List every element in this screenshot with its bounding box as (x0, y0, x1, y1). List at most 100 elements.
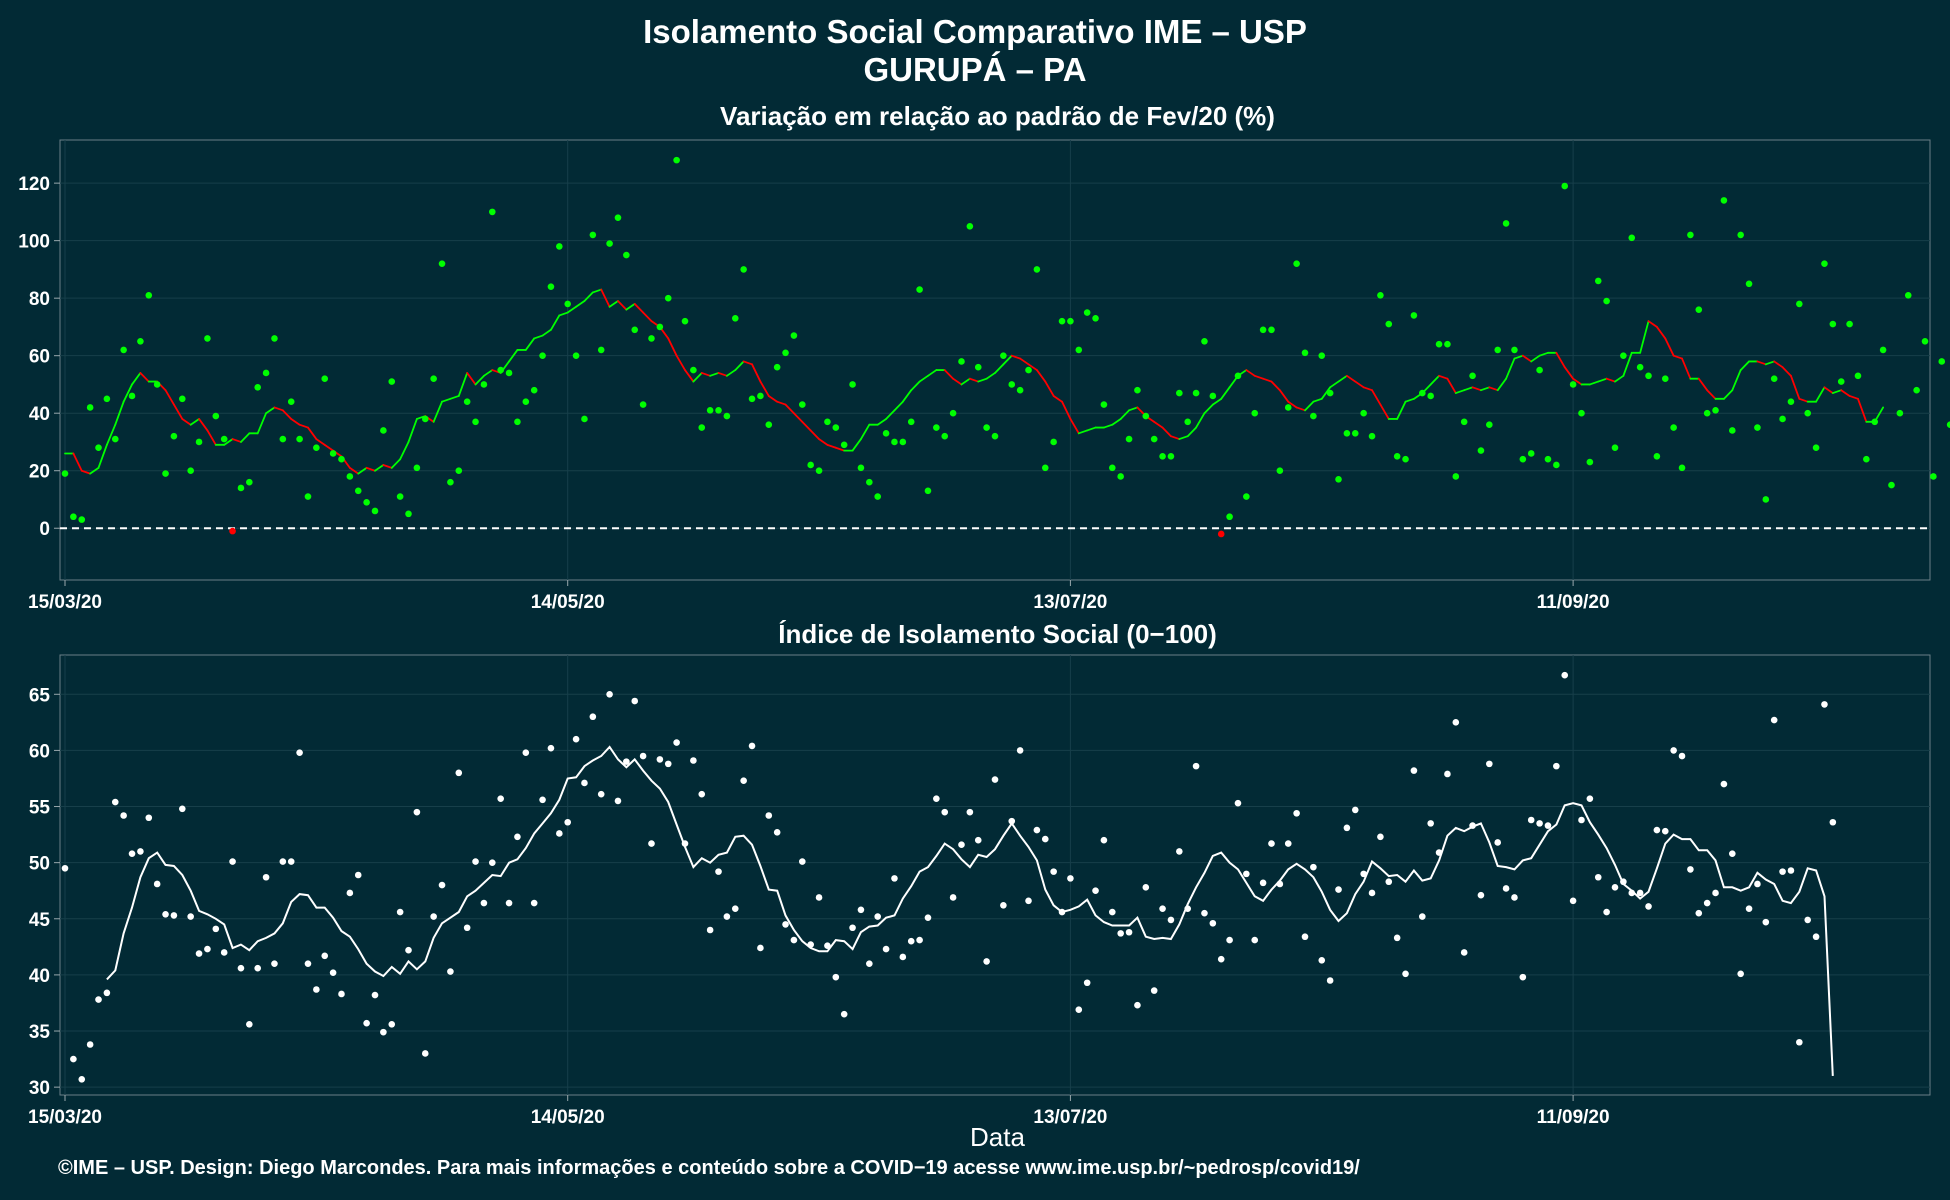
daily-point (1201, 338, 1208, 345)
daily-point (1167, 916, 1175, 924)
daily-point (1033, 266, 1041, 273)
daily-point (1511, 346, 1518, 354)
daily-point (941, 432, 949, 440)
daily-point (790, 332, 798, 339)
daily-point (447, 478, 454, 486)
daily-point (1477, 447, 1485, 454)
moving-average-segment (1345, 374, 1357, 383)
moving-average-segment (977, 377, 988, 383)
daily-point (815, 894, 823, 901)
daily-point (329, 969, 337, 976)
moving-average-segment (399, 441, 410, 461)
daily-point (899, 438, 907, 446)
moving-average-segment (566, 305, 577, 314)
daily-point (162, 470, 169, 477)
daily-point (1310, 863, 1317, 871)
daily-point (254, 384, 262, 391)
daily-point (1494, 839, 1502, 846)
daily-point (1360, 409, 1367, 417)
daily-point (1108, 908, 1116, 916)
moving-average-segment (1211, 397, 1223, 406)
daily-point (1418, 389, 1426, 397)
daily-point (907, 937, 915, 945)
daily-point (1737, 970, 1744, 978)
daily-point (363, 1019, 370, 1027)
daily-point (1243, 493, 1250, 500)
moving-average-segment (1077, 429, 1089, 435)
daily-point (271, 335, 278, 342)
daily-point (757, 944, 764, 952)
daily-point (472, 858, 479, 865)
moving-average-segment (1354, 380, 1365, 389)
daily-point (1351, 430, 1359, 437)
daily-point (1645, 372, 1652, 380)
daily-point (1653, 453, 1661, 460)
daily-point (287, 858, 295, 865)
moving-average-segment (1404, 397, 1415, 403)
daily-point (1460, 949, 1468, 956)
daily-point (782, 349, 789, 357)
daily-point (547, 744, 555, 752)
daily-point (1645, 903, 1652, 910)
daily-point (1251, 409, 1259, 417)
moving-average-segment (164, 389, 175, 406)
daily-point (589, 713, 597, 721)
daily-point (1804, 409, 1812, 417)
daily-point (899, 953, 907, 961)
moving-average-segment (1119, 409, 1130, 420)
daily-point (581, 415, 588, 423)
daily-point (748, 395, 756, 403)
y-tick-label: 55 (29, 798, 51, 819)
daily-point (857, 464, 865, 472)
daily-point (815, 467, 823, 475)
daily-point (1083, 979, 1091, 987)
daily-point (1586, 458, 1594, 466)
moving-average-segment (256, 412, 267, 435)
daily-point (656, 323, 664, 331)
daily-point (1544, 822, 1552, 829)
daily-point (405, 510, 412, 518)
daily-point (220, 949, 228, 956)
moving-average-segment (189, 418, 200, 426)
moving-average-segment (541, 328, 552, 337)
daily-point (1025, 366, 1032, 374)
moving-average-segment (390, 458, 402, 469)
x-tick-label: 14/05/20 (531, 1107, 605, 1128)
moving-average-segment (1672, 354, 1683, 360)
daily-point (991, 776, 999, 783)
daily-point (1092, 887, 1099, 895)
moving-average-segment (1823, 386, 1834, 394)
moving-average-segment (1103, 423, 1114, 429)
daily-point (1259, 879, 1267, 887)
daily-point (1243, 870, 1250, 878)
daily-point (287, 398, 295, 405)
moving-average-segment (1563, 366, 1575, 380)
moving-average-segment (273, 406, 284, 412)
y-tick-label: 50 (29, 854, 50, 875)
moving-average-segment (97, 443, 108, 469)
moving-average-segment (1572, 377, 1583, 386)
daily-point (1854, 372, 1862, 380)
daily-point (1142, 412, 1150, 420)
moving-average-segment (1111, 418, 1122, 426)
daily-point (1737, 231, 1744, 239)
daily-point (1444, 340, 1451, 348)
daily-point (229, 858, 236, 865)
daily-point (313, 986, 320, 993)
x-tick-label: 11/09/20 (1537, 1107, 1610, 1128)
daily-point (304, 493, 312, 500)
daily-point (145, 291, 153, 299)
daily-point (1779, 415, 1786, 423)
daily-point (1326, 389, 1334, 397)
daily-point (480, 899, 488, 907)
daily-point (1502, 220, 1510, 227)
moving-average-segment (960, 377, 971, 386)
daily-point (1469, 372, 1476, 380)
daily-point (1678, 752, 1686, 760)
daily-point (974, 363, 982, 371)
moving-average-segment (918, 374, 929, 383)
daily-point (1561, 182, 1569, 190)
daily-point (1075, 346, 1083, 354)
moving-average-segment (474, 374, 485, 386)
